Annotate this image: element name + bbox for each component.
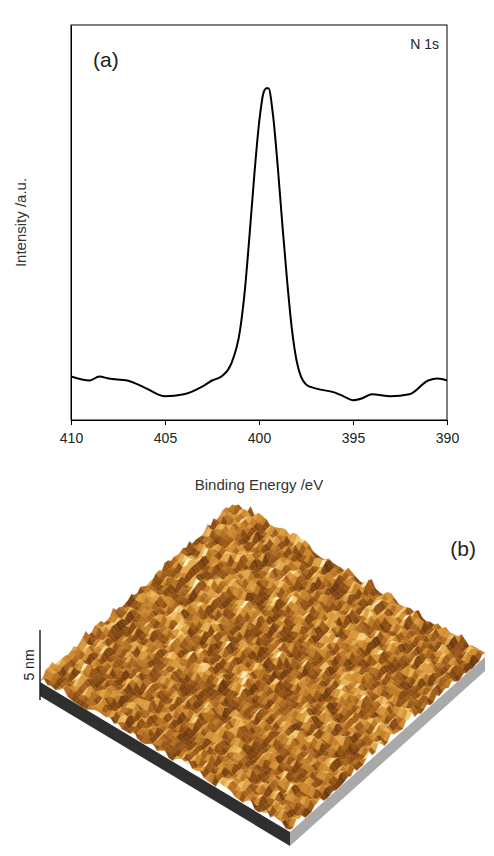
x-tick: 390	[436, 420, 460, 446]
afm-surface	[40, 505, 485, 830]
x-tick-label: 390	[436, 430, 460, 446]
plot-marks	[71, 88, 447, 400]
x-tick-label: 400	[248, 430, 272, 446]
panel-b: (b)5 nm	[21, 505, 485, 846]
x-tick-label: 405	[154, 430, 178, 446]
x-tick-label: 395	[342, 430, 366, 446]
panel-label: (a)	[93, 48, 119, 71]
x-tick: 405	[154, 420, 178, 446]
x-tick: 400	[248, 420, 272, 446]
x-axis: 410 405 400 395 390	[60, 420, 460, 446]
x-tick: 395	[342, 420, 366, 446]
x-tick-label: 410	[60, 430, 84, 446]
panel-a: 410 405 400 395 390 (a) N 1s Binding Energy /eV…	[12, 25, 459, 493]
chart-title: N 1s	[410, 36, 439, 52]
x-tick: 410	[60, 420, 84, 446]
plot-frame	[71, 25, 447, 420]
spectrum-line	[71, 88, 447, 400]
y-axis-title: Intensity /a.u.	[12, 178, 29, 267]
x-axis-title: Binding Energy /eV	[195, 476, 323, 493]
